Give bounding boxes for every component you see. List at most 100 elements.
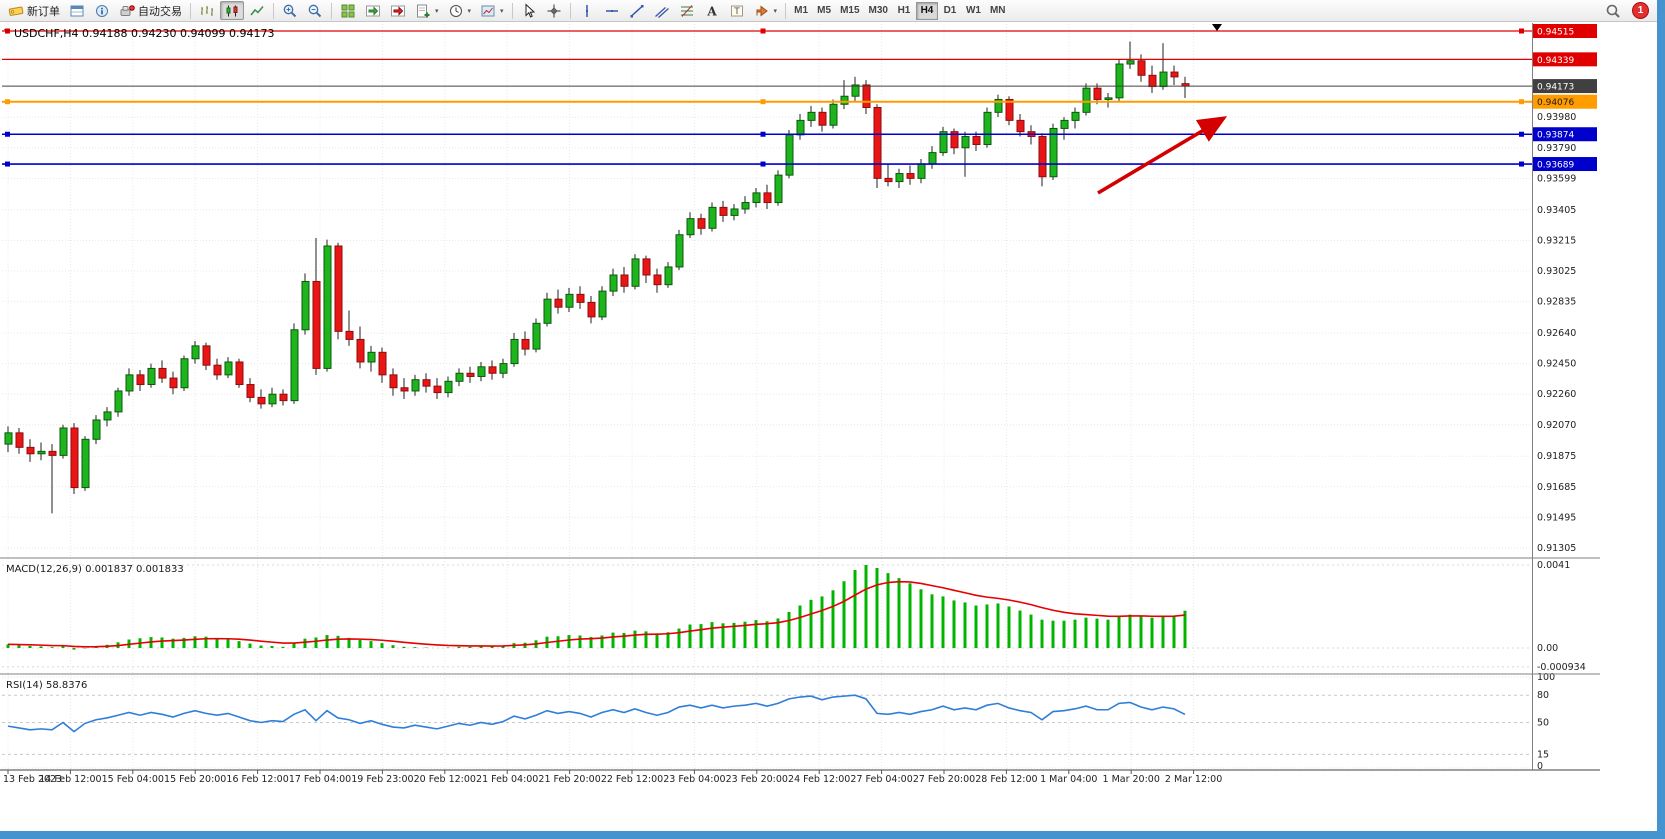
candle — [521, 338, 530, 350]
price-axis-label: 0.91875 — [1537, 451, 1576, 462]
timeframe-mn-button[interactable]: MN — [986, 2, 1010, 20]
trend-arrow[interactable] — [1097, 116, 1228, 195]
candle — [1060, 119, 1069, 129]
chart-shift-button[interactable] — [386, 1, 410, 20]
time-axis-label: 23 Feb 20:00 — [726, 774, 788, 785]
notification-badge[interactable]: 1 — [1632, 2, 1649, 19]
price-axis-label: 0.92640 — [1537, 328, 1576, 339]
candle — [444, 380, 453, 394]
candle — [532, 322, 541, 350]
crosshair-tool-button[interactable] — [542, 1, 566, 20]
timeframe-d1-button[interactable]: D1 — [939, 2, 961, 20]
auto-scroll-button[interactable] — [361, 1, 385, 20]
price-axis-label: 0.93599 — [1537, 174, 1576, 185]
market-watch-button[interactable] — [65, 1, 89, 20]
candle — [752, 192, 761, 204]
vertical-line-tool-button[interactable] — [575, 1, 599, 20]
candle — [191, 345, 200, 360]
time-axis-label: 24 Feb 12:00 — [788, 774, 850, 785]
price-axis-label: 0.91685 — [1537, 482, 1576, 493]
trendline-tool-button[interactable] — [625, 1, 649, 20]
timeframe-m30-button[interactable]: M30 — [865, 2, 892, 20]
auto-trading-button[interactable]: 自动交易 — [115, 1, 186, 20]
toolbar-separator — [785, 2, 787, 19]
line-handle[interactable] — [5, 161, 10, 167]
line-handle[interactable] — [760, 161, 766, 167]
zoom-in-button[interactable] — [278, 1, 302, 20]
line-handle[interactable] — [5, 131, 10, 137]
timeframe-m5-button[interactable]: M5 — [813, 2, 835, 20]
time-axis-label: 21 Feb 04:00 — [476, 774, 538, 785]
price-axis-label: 0.93215 — [1537, 235, 1576, 246]
candle — [609, 274, 618, 292]
candle — [158, 367, 167, 379]
arrows-tool-button[interactable]: ▾ — [750, 1, 782, 20]
time-axis-label: 20 Feb 12:00 — [414, 774, 476, 785]
candle — [708, 206, 717, 229]
newchart-icon — [417, 4, 430, 17]
time-axis-label: 15 Feb 04:00 — [102, 774, 164, 785]
text-tool-button[interactable]: A — [700, 1, 724, 20]
candle — [1049, 127, 1058, 178]
new-order-button[interactable]: 新订单 — [4, 1, 64, 20]
line-handle[interactable] — [760, 28, 766, 34]
candle — [763, 192, 772, 204]
candle — [818, 111, 827, 126]
candle — [719, 206, 728, 216]
price-line-label: 0.94515 — [1537, 28, 1574, 38]
zoom-out-button[interactable] — [303, 1, 327, 20]
bar-chart-button[interactable] — [195, 1, 219, 20]
timeframe-m15-button[interactable]: M15 — [836, 2, 863, 20]
line-handle[interactable] — [1519, 161, 1524, 167]
templates-button[interactable]: ▾ — [476, 1, 508, 20]
candle — [1137, 60, 1146, 76]
time-axis-label: 14 Feb 12:00 — [39, 774, 101, 785]
new-order-button-label: 新订单 — [27, 5, 60, 18]
time-axis-label: 1 Mar 20:00 — [1103, 774, 1160, 785]
candle — [906, 173, 915, 179]
candle — [807, 111, 816, 121]
line-handle[interactable] — [1519, 99, 1524, 105]
cursor-icon — [525, 2, 535, 18]
channel-tool-button[interactable] — [650, 1, 674, 20]
fibonacci-tool-button[interactable] — [675, 1, 699, 20]
chevron-down-icon: ▾ — [500, 7, 504, 15]
candle — [389, 374, 398, 389]
timeframe-h4-button[interactable]: H4 — [915, 1, 938, 20]
candle — [147, 367, 156, 386]
new-chart-button[interactable]: ▾ — [411, 1, 443, 20]
time-axis-label: 13 Feb 2023 — [3, 774, 62, 785]
candle — [125, 374, 134, 392]
line-handle[interactable] — [760, 99, 766, 105]
line-chart-button[interactable] — [245, 1, 269, 20]
tile-windows-button[interactable] — [336, 1, 360, 20]
candle — [631, 258, 640, 287]
line-handle[interactable] — [760, 131, 766, 137]
time-axis-label: 17 Feb 04:00 — [289, 774, 351, 785]
search-icon — [1606, 4, 1620, 18]
horizontal-line-tool-button[interactable] — [600, 1, 624, 20]
line-handle[interactable] — [5, 99, 10, 105]
timeframe-h1-button[interactable]: H1 — [893, 2, 915, 20]
search-button[interactable] — [1601, 1, 1625, 20]
rsi-axis-label: 100 — [1537, 672, 1555, 683]
data-window-button[interactable] — [90, 1, 114, 20]
cursor-tool-button[interactable] — [517, 1, 541, 20]
timeframe-m1-button[interactable]: M1 — [790, 2, 812, 20]
time-axis-label: 21 Feb 20:00 — [538, 774, 600, 785]
candle — [15, 432, 24, 448]
periods-button[interactable]: ▾ — [444, 1, 476, 20]
timeframe-w1-button[interactable]: W1 — [962, 2, 985, 20]
line-handle[interactable] — [1519, 28, 1524, 34]
candle — [422, 379, 431, 387]
line-handle[interactable] — [1519, 131, 1524, 137]
candle — [598, 290, 607, 318]
candlestick-chart-button[interactable] — [220, 1, 244, 20]
auto-trading-button-label: 自动交易 — [138, 5, 182, 18]
label-tool-button[interactable]: T — [725, 1, 749, 20]
candle — [1082, 87, 1091, 113]
chart-title: USDCHF,H4 0.94188 0.94230 0.94099 0.9417… — [14, 27, 275, 40]
